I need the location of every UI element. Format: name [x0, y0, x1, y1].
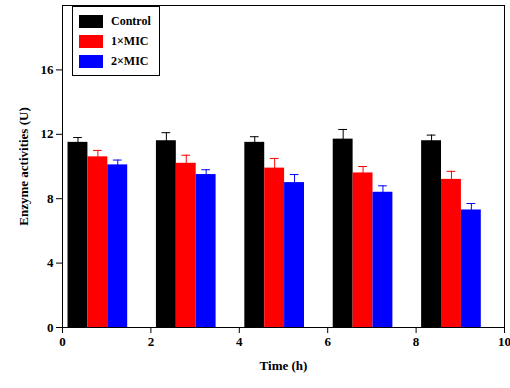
- svg-text:8: 8: [47, 191, 54, 206]
- svg-text:Time (h): Time (h): [260, 358, 308, 373]
- svg-text:0: 0: [59, 334, 66, 349]
- html-text:Control: Control: [111, 13, 151, 28]
- html-text:1×MIC: 1×MIC: [111, 33, 149, 48]
- svg-text:8: 8: [413, 334, 420, 349]
- svg-text:4: 4: [236, 334, 243, 349]
- svg-text:0: 0: [47, 320, 54, 335]
- svg-text:2: 2: [148, 334, 155, 349]
- svg-text:12: 12: [41, 126, 54, 141]
- svg-text:Enzyme activities (U): Enzyme activities (U): [16, 107, 31, 225]
- svg-text:4: 4: [47, 255, 54, 270]
- html-text:2×MIC: 2×MIC: [111, 53, 149, 68]
- svg-text:16: 16: [41, 62, 55, 77]
- svg-text:6: 6: [324, 334, 331, 349]
- svg-text:10: 10: [498, 334, 510, 349]
